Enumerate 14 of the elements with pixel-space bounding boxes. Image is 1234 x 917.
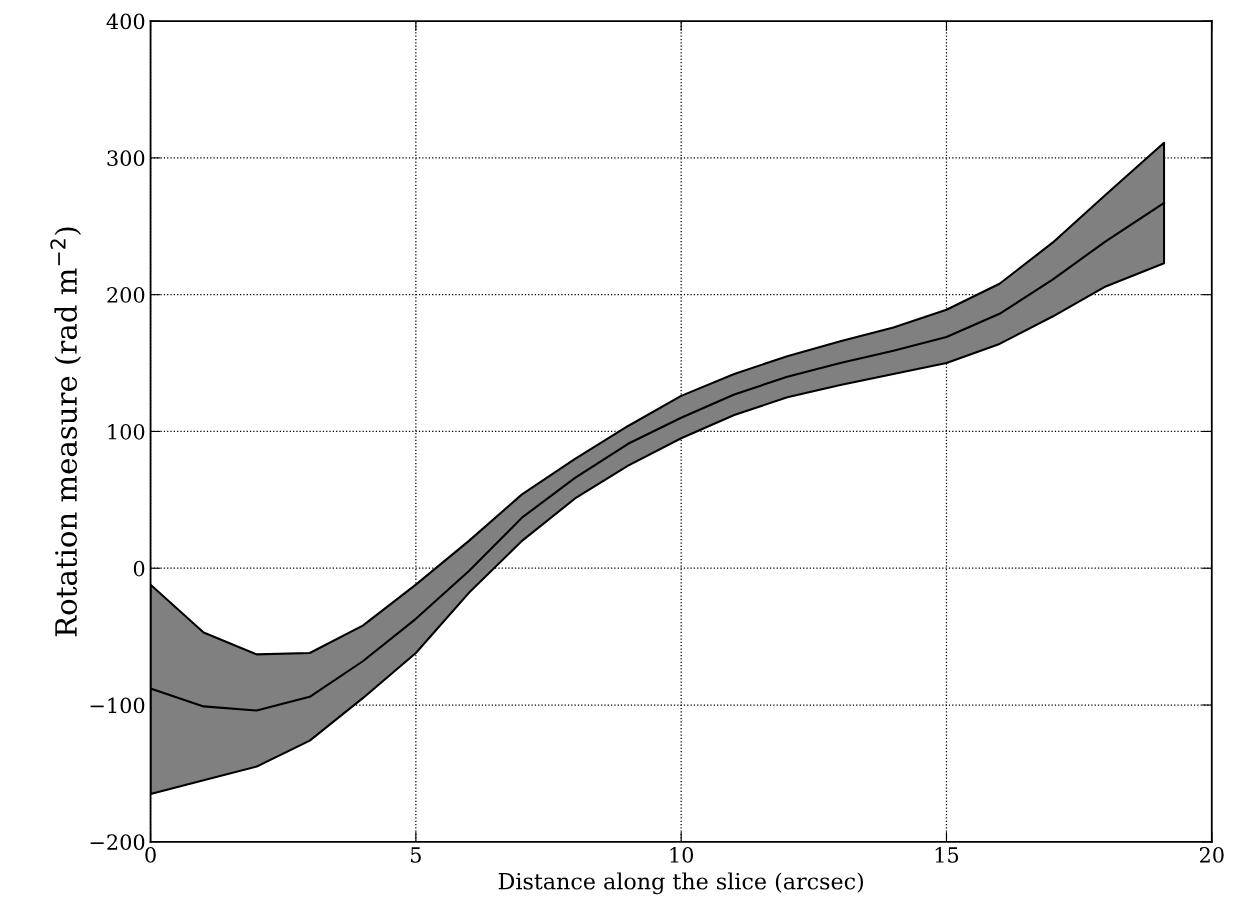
y-tick-label: 200: [107, 287, 145, 303]
y-tick-label: 400: [106, 13, 145, 30]
y-tick-label: 0: [133, 560, 145, 577]
x-axis-title: Distance along the slice (arcsec): [498, 872, 864, 895]
y-tick-label: −200: [90, 834, 145, 851]
y-axis-title: Rotation measure (rad m$^{−2}$): [50, 227, 82, 637]
x-tick-label: 0: [145, 847, 156, 863]
x-tick-label: 10: [670, 847, 694, 863]
y-tick-label: 100: [108, 423, 145, 440]
x-tick-label: 5: [411, 847, 421, 863]
y-tick-label: −100: [90, 697, 145, 714]
x-tick-label: 15: [935, 847, 959, 863]
x-tick-label: 20: [1199, 847, 1224, 863]
y-tick-label: 300: [107, 150, 145, 167]
